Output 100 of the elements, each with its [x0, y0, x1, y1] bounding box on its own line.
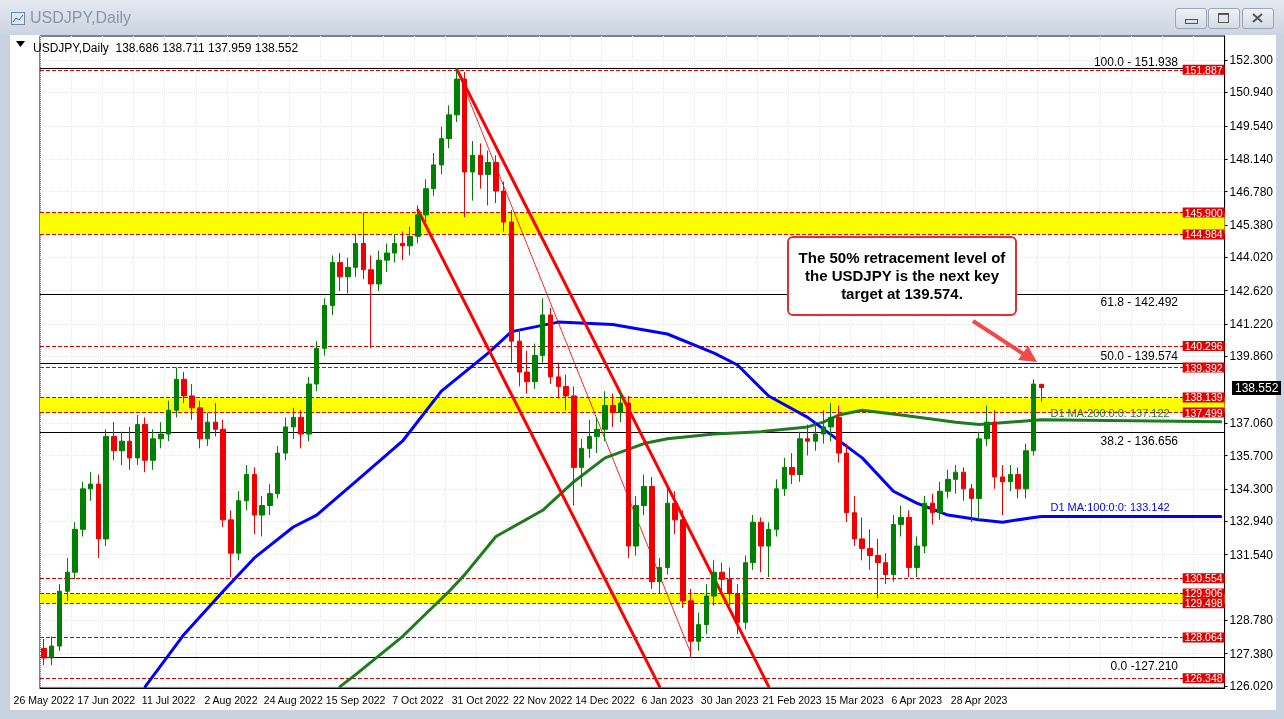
candlestick [158, 421, 164, 449]
candlestick [103, 428, 109, 547]
candlestick [766, 521, 771, 578]
candlestick [236, 490, 241, 561]
candlestick [836, 404, 842, 464]
candlestick [57, 583, 62, 652]
candlestick [423, 178, 429, 223]
candlestick [906, 509, 912, 578]
candlestick [867, 528, 873, 571]
x-tick-label: 15 Mar 2023 [824, 693, 885, 706]
series-label: D1 MA:100:0:0: 133.142 [1050, 501, 1170, 514]
candlestick [844, 443, 849, 523]
candlestick [431, 152, 436, 197]
candlestick [891, 514, 896, 583]
candlestick [197, 400, 203, 449]
candlestick [984, 404, 990, 447]
candlestick [587, 419, 592, 459]
candlestick [135, 414, 140, 466]
x-tick-label: 24 Aug 2022 [263, 693, 323, 706]
ref-line-label: 129.498 [1184, 597, 1223, 610]
candlestick [937, 481, 943, 521]
candlestick [750, 514, 756, 571]
ref-line-label: 130.554 [1184, 572, 1223, 585]
candlestick [1039, 383, 1044, 403]
x-tick-label: 17 Jun 2022 [77, 693, 136, 706]
candlestick [446, 104, 452, 149]
candlestick [322, 297, 327, 356]
annotation: 61.8 - 142.492 [1100, 294, 1179, 309]
candlestick [665, 485, 670, 576]
candlestick [361, 212, 366, 280]
text: 138.552 [1232, 380, 1282, 395]
candlestick [1008, 464, 1013, 492]
candlestick [789, 452, 795, 485]
x-tick-label: 31 Oct 2022 [451, 693, 510, 706]
ref-line-label: 138.139 [1184, 391, 1223, 404]
candlestick [49, 636, 54, 666]
candlestick [961, 466, 966, 502]
candlestick [821, 409, 826, 445]
candlestick [797, 431, 803, 483]
y-tick-label: 150.940 [1229, 85, 1274, 100]
candlestick [80, 481, 86, 537]
candlestick [330, 254, 335, 316]
candlestick [96, 474, 101, 559]
ref-line-label: 139.392 [1184, 361, 1223, 374]
candlestick [805, 424, 810, 456]
y-tick-label: 152.300 [1229, 53, 1274, 68]
candlestick [189, 383, 195, 421]
ref-line-label: 145.900 [1184, 206, 1223, 219]
candlestick [727, 566, 732, 607]
x-tick-label: 7 Oct 2022 [392, 693, 444, 706]
line-series [338, 408, 1223, 689]
candlestick [127, 426, 132, 471]
candlestick [852, 495, 857, 547]
candlestick [252, 466, 257, 535]
candlestick [88, 471, 93, 502]
candlestick [174, 366, 179, 418]
candlestick [976, 431, 982, 521]
y-tick-label: 135.700 [1229, 448, 1274, 463]
candlestick [384, 242, 390, 273]
y-tick-label: 131.540 [1229, 547, 1274, 562]
candlestick [524, 350, 530, 395]
candlestick [813, 421, 818, 452]
annotation: 0.0 -127.210 [1110, 658, 1179, 673]
candlestick [556, 362, 561, 399]
candlestick [633, 495, 639, 557]
candlestick [548, 307, 553, 385]
candlestick [353, 233, 358, 278]
candlestick [571, 385, 577, 507]
x-tick-label: 6 Jan 2023 [641, 693, 694, 706]
candlestick [1015, 466, 1021, 499]
candlestick [439, 126, 444, 175]
y-tick-label: 126.020 [1229, 679, 1274, 694]
candlestick [267, 483, 273, 516]
candlestick [540, 297, 545, 364]
candlestick [376, 250, 382, 292]
candlestick [478, 142, 483, 190]
candlestick [602, 390, 608, 442]
candlestick [415, 204, 421, 244]
candlestick [618, 390, 623, 423]
candlestick [291, 407, 296, 440]
candlestick [337, 252, 343, 292]
candlestick [735, 583, 740, 635]
candlestick [407, 226, 413, 256]
candlestick [470, 140, 475, 202]
chart-title: USDJPY,Daily [30, 9, 132, 27]
candlestick [922, 495, 927, 554]
candlestick [945, 469, 951, 499]
y-tick-label: 148.140 [1229, 152, 1274, 167]
candlestick [259, 495, 265, 537]
candlestick [213, 402, 218, 437]
candlestick [782, 457, 787, 497]
candlestick [696, 612, 701, 652]
x-tick-label: 15 Sep 2022 [325, 693, 386, 706]
candlestick [1000, 464, 1005, 516]
candlestick [641, 474, 647, 516]
y-tick-label: 146.780 [1229, 184, 1274, 199]
line-series [143, 320, 1223, 689]
candlestick [150, 428, 156, 471]
x-tick-label: 11 Jul 2022 [141, 693, 196, 706]
y-tick-label: 128.780 [1229, 613, 1274, 628]
